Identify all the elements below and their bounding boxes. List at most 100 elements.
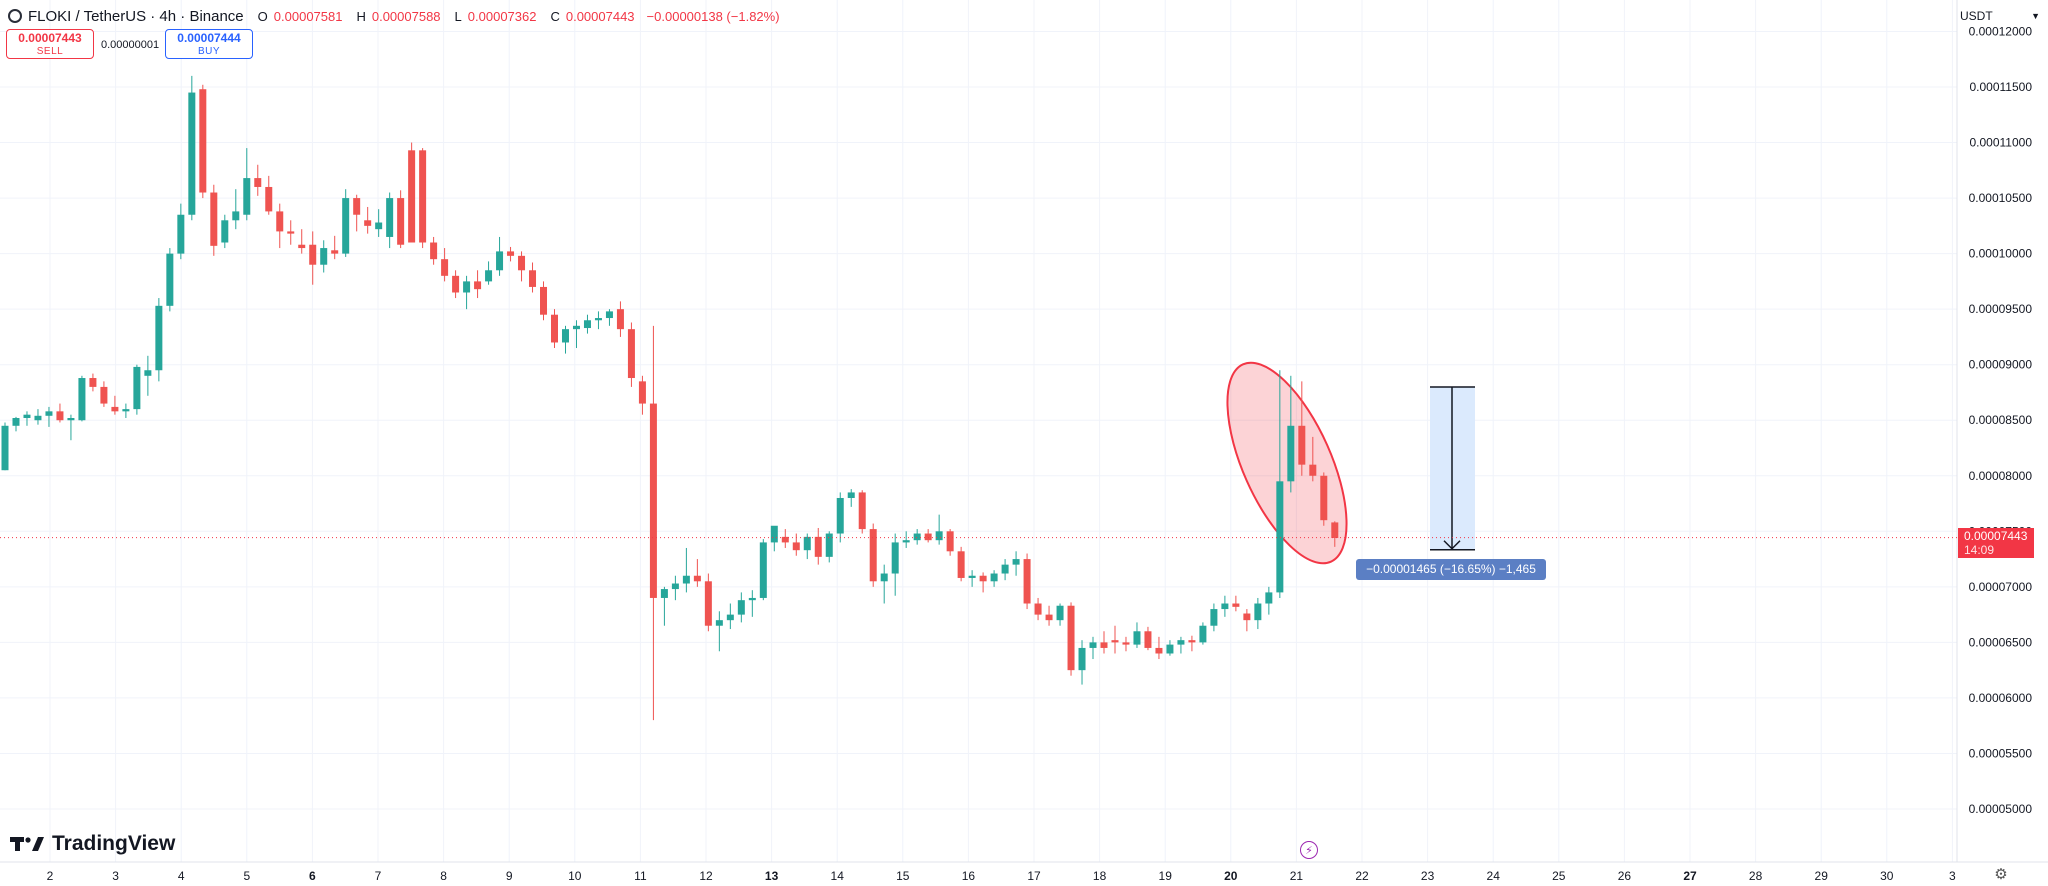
candle-body[interactable] [1133, 631, 1141, 645]
candle-body[interactable] [342, 198, 350, 254]
candle-body[interactable] [792, 542, 800, 551]
candle-body[interactable] [474, 281, 482, 290]
candle-body[interactable] [561, 329, 569, 343]
candle-body[interactable] [957, 551, 965, 578]
candle-body[interactable] [1309, 464, 1317, 476]
highlight-ellipse[interactable] [1203, 346, 1371, 579]
candle-body[interactable] [133, 366, 141, 410]
candle-body[interactable] [23, 414, 31, 419]
candle-body[interactable] [649, 403, 657, 598]
candle-body[interactable] [1331, 522, 1339, 538]
candle-body[interactable] [67, 418, 75, 421]
candle-body[interactable] [979, 575, 987, 582]
candle-body[interactable] [737, 600, 745, 615]
candle-body[interactable] [78, 378, 86, 421]
candle-body[interactable] [122, 409, 130, 412]
candle-body[interactable] [1265, 592, 1273, 604]
candle-body[interactable] [1067, 605, 1075, 671]
candle-body[interactable] [1166, 644, 1174, 654]
candle-body[interactable] [605, 311, 613, 319]
candle-body[interactable] [1155, 647, 1163, 654]
candle-body[interactable] [430, 242, 438, 260]
candle-body[interactable] [353, 198, 361, 215]
candle-body[interactable] [1100, 642, 1108, 648]
candle-body[interactable] [254, 178, 262, 187]
candle-body[interactable] [331, 250, 339, 254]
candle-body[interactable] [748, 597, 756, 601]
candle-body[interactable] [1122, 642, 1130, 645]
candle-body[interactable] [803, 536, 811, 551]
candle-body[interactable] [759, 542, 767, 598]
candle-body[interactable] [1144, 631, 1152, 648]
candle-body[interactable] [1188, 640, 1196, 643]
candle-body[interactable] [1111, 640, 1119, 643]
candle-body[interactable] [1, 425, 9, 471]
candle-body[interactable] [188, 92, 196, 215]
candle-body[interactable] [1232, 603, 1240, 607]
candle-body[interactable] [320, 248, 328, 265]
price-range-label[interactable]: −0.00001465 (−16.65%) −1,465 [1356, 559, 1546, 580]
candle-body[interactable] [847, 492, 855, 498]
candle-body[interactable] [496, 251, 504, 271]
candle-body[interactable] [485, 270, 493, 282]
symbol-logo-icon[interactable] [8, 9, 22, 23]
x-axis[interactable]: 2 3 4 5 6 7 8 9 10 11 12 13 14 15 16 17 18 19 20 21 22 23 24 25… [47, 869, 1956, 883]
candle-body[interactable] [1243, 613, 1251, 621]
candle-body[interactable] [56, 411, 64, 421]
candle-body[interactable] [814, 536, 822, 557]
candle-body[interactable] [1177, 640, 1185, 645]
candle-body[interactable] [309, 244, 317, 265]
candle-body[interactable] [1089, 642, 1097, 648]
candle-body[interactable] [1320, 475, 1328, 521]
candle-body[interactable] [100, 386, 108, 404]
candle-body[interactable] [265, 186, 273, 212]
candle-body[interactable] [463, 281, 471, 293]
candle-body[interactable] [693, 575, 701, 582]
candle-body[interactable] [89, 378, 97, 387]
candle-body[interactable] [990, 573, 998, 582]
candle-body[interactable] [770, 525, 778, 543]
candle-body[interactable] [1254, 603, 1262, 621]
candle-body[interactable] [891, 542, 899, 574]
candle-body[interactable] [1001, 564, 1009, 574]
candle-body[interactable] [594, 318, 602, 321]
candle-body[interactable] [825, 533, 833, 557]
candle-body[interactable] [858, 492, 866, 530]
candle-body[interactable] [616, 309, 624, 330]
candle-body[interactable] [1221, 603, 1229, 610]
candle-body[interactable] [1287, 425, 1295, 482]
candle-body[interactable] [1056, 605, 1064, 621]
candle-body[interactable] [583, 320, 591, 329]
candle-body[interactable] [836, 497, 844, 534]
candle-body[interactable] [397, 198, 405, 245]
candle-body[interactable] [1210, 609, 1218, 626]
gear-icon[interactable]: ⚙ [1994, 866, 2008, 883]
candle-body[interactable] [221, 220, 229, 243]
candle-body[interactable] [924, 533, 932, 541]
candle-body[interactable] [1034, 603, 1042, 615]
candle-body[interactable] [34, 415, 42, 421]
candle-body[interactable] [660, 589, 668, 598]
candle-body[interactable] [45, 411, 53, 416]
candle-body[interactable] [1045, 614, 1053, 621]
sell-button[interactable]: 0.00007443 SELL [6, 29, 94, 59]
candle-body[interactable] [671, 583, 679, 590]
candle-body[interactable] [1276, 481, 1284, 593]
currency-selector[interactable]: USDT ▼ [1960, 6, 2040, 26]
candle-body[interactable] [572, 325, 580, 330]
candle-body[interactable] [638, 381, 646, 404]
candle-body[interactable] [726, 614, 734, 621]
candle-body[interactable] [715, 620, 723, 626]
candle-body[interactable] [144, 370, 152, 376]
candle-body[interactable] [210, 192, 218, 246]
candle-body[interactable] [902, 540, 910, 543]
candle-body[interactable] [1078, 647, 1086, 671]
candle-body[interactable] [529, 270, 537, 287]
candle-body[interactable] [682, 575, 690, 584]
candle-body[interactable] [968, 575, 976, 578]
candle-body[interactable] [1199, 625, 1207, 643]
candle-body[interactable] [518, 255, 526, 271]
candle-body[interactable] [452, 275, 460, 293]
tradingview-logo[interactable]: TradingView [10, 830, 175, 858]
